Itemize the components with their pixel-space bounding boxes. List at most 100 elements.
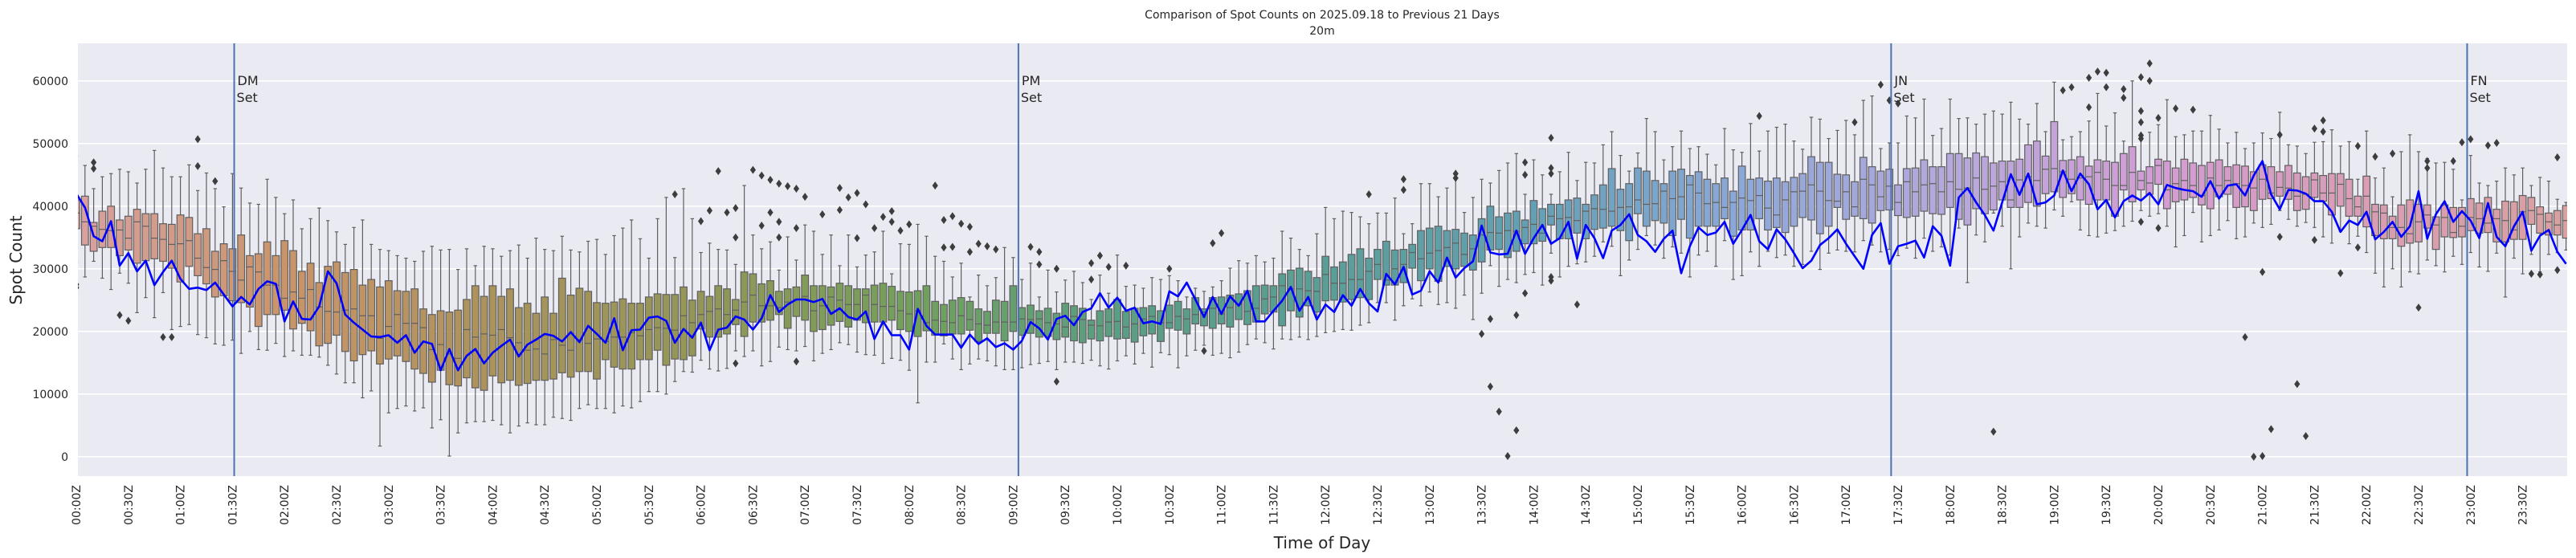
box-iqr	[1598, 184, 1607, 229]
box	[315, 207, 324, 358]
box	[1504, 162, 1512, 280]
box-iqr	[1382, 240, 1390, 286]
x-tick-label: 06:00Z	[696, 485, 708, 525]
box-iqr	[384, 280, 393, 360]
box	[1685, 148, 1694, 278]
outlier-point	[897, 226, 904, 235]
outlier-point	[2554, 153, 2561, 161]
box-iqr	[549, 312, 557, 380]
box-iqr	[1772, 177, 1781, 228]
box	[202, 172, 210, 339]
outlier-point	[2415, 303, 2422, 312]
box-iqr	[818, 285, 827, 331]
box	[1824, 137, 1833, 254]
box	[159, 167, 167, 294]
outlier-point	[932, 181, 938, 190]
box	[1807, 116, 1815, 252]
outlier-point	[724, 208, 730, 217]
box	[2536, 177, 2545, 273]
box-iqr	[194, 233, 202, 276]
x-tick-label: 23:00Z	[2465, 485, 2478, 525]
box	[150, 149, 159, 319]
box-iqr	[1312, 277, 1321, 313]
box	[1868, 95, 1876, 246]
box	[1182, 296, 1191, 356]
box-iqr	[541, 296, 549, 381]
box-iqr	[1174, 300, 1182, 331]
box-iqr	[78, 199, 80, 230]
y-tick-label: 60000	[32, 75, 68, 88]
box	[1312, 233, 1321, 337]
box-iqr	[2501, 200, 2509, 242]
box	[1815, 118, 1824, 271]
box	[2562, 202, 2567, 251]
x-tick-label: 19:00Z	[2048, 485, 2061, 525]
box	[705, 242, 714, 370]
box-iqr	[228, 248, 237, 302]
outlier-point	[2493, 139, 2500, 148]
box	[376, 249, 384, 447]
box	[1963, 117, 1972, 283]
box-iqr	[1894, 184, 1902, 217]
box	[2328, 129, 2336, 244]
box-iqr	[2319, 174, 2328, 202]
outlier-point	[2537, 270, 2543, 279]
box	[1842, 120, 1851, 252]
outlier-point	[2372, 153, 2378, 161]
box-iqr	[2440, 204, 2449, 238]
box-iqr	[1468, 234, 1477, 271]
x-tick-label: 02:30Z	[331, 485, 344, 525]
outlier-point	[2484, 141, 2491, 150]
box-iqr	[2336, 173, 2345, 207]
outlier-point	[2528, 270, 2534, 279]
outlier-point	[2137, 73, 2144, 82]
box-iqr	[463, 299, 471, 379]
box	[2458, 199, 2466, 265]
box	[1304, 255, 1312, 340]
box	[1330, 218, 1338, 332]
box-iqr	[1018, 307, 1027, 336]
outlier-point	[2320, 127, 2326, 136]
box-iqr	[1729, 190, 1737, 237]
box	[1148, 277, 1157, 368]
outlier-point	[966, 222, 973, 231]
outlier-point	[706, 206, 712, 215]
box	[714, 249, 723, 372]
box-iqr	[2249, 171, 2258, 211]
x-tick-label: 15:00Z	[1632, 485, 1645, 525]
box-iqr	[1529, 200, 1538, 245]
box-iqr	[2362, 175, 2371, 228]
box	[1078, 282, 1087, 365]
box-iqr	[532, 312, 541, 381]
box-iqr	[159, 223, 167, 263]
box	[2041, 131, 2050, 229]
box	[1616, 155, 1625, 276]
box-iqr	[133, 209, 141, 264]
box-iqr	[879, 283, 888, 323]
box-iqr	[2128, 146, 2137, 202]
y-tick-label: 30000	[32, 263, 68, 276]
box	[940, 260, 948, 345]
outlier-point	[793, 357, 799, 366]
box-iqr	[514, 307, 523, 386]
box	[2371, 177, 2379, 274]
outlier-point	[78, 283, 80, 287]
box	[1269, 257, 1278, 350]
box	[1208, 286, 1217, 356]
box	[532, 237, 541, 426]
box	[644, 257, 653, 393]
box	[2223, 142, 2232, 222]
box	[2310, 141, 2319, 228]
box	[2032, 103, 2041, 227]
box-iqr	[2371, 203, 2379, 237]
box	[2545, 181, 2553, 255]
box	[904, 243, 913, 371]
box-iqr	[2345, 178, 2354, 217]
box	[1174, 280, 1182, 369]
box	[801, 224, 810, 348]
box	[514, 244, 523, 427]
box-iqr	[1408, 243, 1417, 269]
box-iqr	[2458, 206, 2466, 238]
box-iqr	[1443, 230, 1451, 267]
